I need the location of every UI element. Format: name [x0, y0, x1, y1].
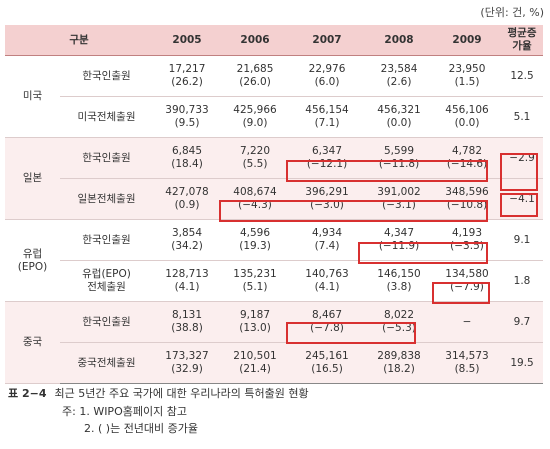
header-row: 구분 2005 2006 2007 2008 2009 평균증 가율: [5, 25, 544, 56]
table-caption: 표 2−4 최근 5년간 주요 국가에 대한 우리나라의 특허출원 현황: [8, 385, 309, 402]
header-growth-line2: 가율: [512, 40, 532, 52]
highlight-box: [219, 200, 488, 222]
value-cell: 23,950 (1.5): [433, 55, 502, 97]
caption-note-1: 주: 1. WIPO홈페이지 참고: [62, 405, 187, 418]
value-cell: 425,966 (9.0): [221, 96, 290, 138]
value-cell: 348,596 (−10.8): [433, 178, 502, 220]
value-cell: 21,685 (26.0): [221, 55, 290, 97]
value-cell: 135,231 (5.1): [221, 260, 290, 302]
header-year: 2005: [153, 25, 222, 56]
growth-cell: 9.1: [501, 219, 544, 261]
growth-cell: 9.7: [501, 301, 544, 343]
header-year: 2007: [289, 25, 366, 56]
value-cell: 4,934 (7.4): [289, 219, 366, 261]
header-growth-line1: 평균증: [507, 27, 537, 39]
category-cell: 일본전체출원: [60, 178, 154, 220]
value-cell: 6,845 (18.4): [153, 137, 222, 179]
growth-cell: 1.8: [501, 260, 544, 302]
value-cell: 4,596 (19.3): [221, 219, 290, 261]
category-cell: 중국전체출원: [60, 342, 154, 384]
growth-cell: 5.1: [501, 96, 544, 138]
value-cell: 146,150 (3.8): [365, 260, 434, 302]
value-cell: 396,291 (−3.0): [289, 178, 366, 220]
value-cell: −: [433, 301, 502, 343]
highlight-box: [286, 322, 416, 344]
category-cell: 한국인출원: [60, 301, 154, 343]
value-cell: 427,078 (0.9): [153, 178, 222, 220]
highlight-box: [432, 282, 490, 304]
header-year: 2006: [221, 25, 290, 56]
value-cell: 9,187 (13.0): [221, 301, 290, 343]
highlight-box: [500, 153, 538, 191]
header-category: 구분: [5, 25, 154, 56]
highlight-box: [358, 242, 488, 264]
value-cell: 289,838 (18.2): [365, 342, 434, 384]
caption-title: 최근 5년간 주요 국가에 대한 우리나라의 특허출원 현황: [54, 387, 309, 400]
highlight-box: [286, 160, 488, 182]
category-cell: 미국전체출원: [60, 96, 154, 138]
value-cell: 408,674 (−4.3): [221, 178, 290, 220]
value-cell: 22,976 (6.0): [289, 55, 366, 97]
table-row: 중국전체출원 173,327 (32.9) 210,501 (21.4) 245,1…: [5, 342, 544, 384]
value-cell: 128,713 (4.1): [153, 260, 222, 302]
value-cell: 456,106 (0.0): [433, 96, 502, 138]
value-cell: 3,854 (34.2): [153, 219, 222, 261]
region-cell: 중국: [5, 301, 60, 384]
category-cell: 한국인출원: [60, 219, 154, 261]
category-cell: 한국인출원: [60, 137, 154, 179]
value-cell: 6,347 (−12.1): [289, 137, 366, 179]
table-row: 중국 한국인출원 8,131 (38.8) 9,187 (13.0) 8,467 (−…: [5, 301, 544, 384]
unit-label: (단위: 건, %): [480, 6, 544, 19]
value-cell: 4,782 (−14.6): [433, 137, 502, 179]
table-row: 미국전체출원 390,733 (9.5) 425,966 (9.0) 456,154…: [5, 96, 544, 138]
region-cell: 유럽 (EPO): [5, 219, 60, 302]
highlight-box: [500, 193, 538, 217]
value-cell: 245,161 (16.5): [289, 342, 366, 384]
value-cell: 456,321 (0.0): [365, 96, 434, 138]
growth-cell: 12.5: [501, 55, 544, 97]
growth-cell: 19.5: [501, 342, 544, 384]
value-cell: 210,501 (21.4): [221, 342, 290, 384]
table-row: 유럽 (EPO) 한국인출원 3,854 (34.2) 4,596 (19.3) 4,…: [5, 219, 544, 302]
category-cell: 유럽(EPO) 전체출원: [60, 260, 154, 302]
value-cell: 456,154 (7.1): [289, 96, 366, 138]
caption-note-2: 2. ( )는 전년대비 증가율: [84, 422, 199, 435]
category-cell: 한국인출원: [60, 55, 154, 97]
value-cell: 140,763 (4.1): [289, 260, 366, 302]
region-cell: 일본: [5, 137, 60, 220]
value-cell: 8,131 (38.8): [153, 301, 222, 343]
value-cell: 5,599 (−11.8): [365, 137, 434, 179]
header-year: 2009: [433, 25, 502, 56]
value-cell: 390,733 (9.5): [153, 96, 222, 138]
header-growth: 평균증 가율: [501, 25, 544, 56]
value-cell: 391,002 (−3.1): [365, 178, 434, 220]
header-year: 2008: [365, 25, 434, 56]
value-cell: 17,217 (26.2): [153, 55, 222, 97]
value-cell: 23,584 (2.6): [365, 55, 434, 97]
value-cell: 7,220 (5.5): [221, 137, 290, 179]
region-cell: 미국: [5, 55, 60, 138]
value-cell: 173,327 (32.9): [153, 342, 222, 384]
value-cell: 314,573 (8.5): [433, 342, 502, 384]
caption-label: 표 2−4: [8, 387, 47, 400]
table-row: 미국 한국인출원 17,217 (26.2) 21,685 (26.0) 22,97…: [5, 55, 544, 138]
